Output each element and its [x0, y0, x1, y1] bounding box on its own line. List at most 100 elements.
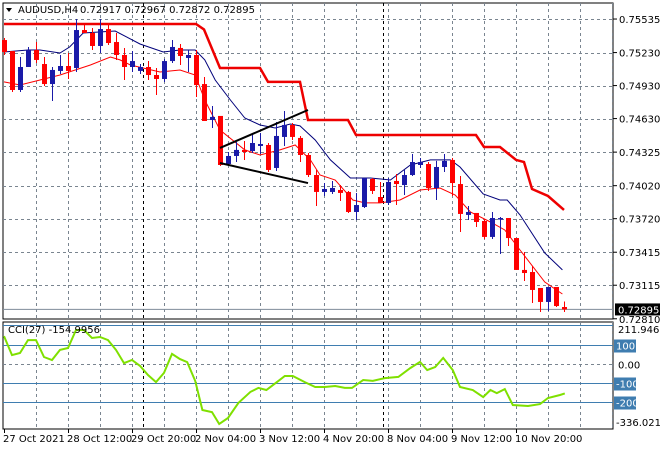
candle-body [562, 307, 567, 310]
cci-level-label: 0.00 [618, 361, 640, 372]
candle-body [338, 189, 343, 193]
price-axis-label: 0.72810 [619, 315, 660, 326]
trendline [219, 109, 309, 149]
cci-line [3, 329, 566, 426]
candle-body [18, 66, 23, 90]
candle-body [402, 175, 407, 186]
candle-bearish [522, 252, 527, 281]
candle-body [394, 180, 399, 185]
candle-bullish [498, 217, 503, 254]
candle-bearish [2, 37, 7, 55]
cci-level-box [614, 339, 636, 353]
candle-bearish [122, 47, 127, 80]
candle-body [242, 149, 247, 153]
candle-bullish [98, 19, 103, 54]
candle-bearish [10, 51, 15, 92]
candle-body [386, 181, 391, 203]
candle-bearish [114, 33, 119, 60]
candle-body [122, 55, 127, 67]
time-axis-label: 29 Oct 20:00 [131, 434, 196, 445]
price-axis-label: 0.74630 [619, 115, 660, 126]
price-axis-label: 0.75535 [619, 15, 660, 26]
candle-bullish [226, 152, 231, 165]
candle-body [322, 188, 327, 192]
candle-body [370, 178, 375, 191]
price-axis-label: 0.73415 [619, 248, 660, 259]
candle-body [490, 218, 495, 237]
candle-body [426, 164, 431, 188]
candle-body [418, 162, 423, 165]
candle-body [226, 155, 231, 165]
candle-body [298, 137, 303, 155]
candle-body [466, 211, 471, 215]
candle-body [498, 218, 503, 220]
time-axis-label: 27 Oct 2021 [3, 434, 65, 445]
candle-body [306, 154, 311, 176]
candle-bearish [562, 301, 567, 312]
candle-body [106, 29, 111, 44]
candle-body [458, 184, 463, 214]
candle-bearish [474, 212, 479, 228]
candle-bullish [362, 177, 367, 209]
symbol-label: AUDUSD,H4 [18, 5, 78, 16]
cci-max-label: 211.9463 [618, 325, 660, 336]
candle-bullish [402, 169, 407, 196]
candle-bearish [338, 185, 343, 201]
candle-bullish [466, 206, 471, 220]
current-price-box [615, 303, 660, 316]
candle-bearish [178, 44, 183, 66]
candle-body [234, 149, 239, 156]
candle-bearish [554, 286, 559, 308]
candle-body [506, 218, 511, 239]
cci-min-label: -336.0213 [616, 418, 660, 429]
candle-bearish [506, 218, 511, 246]
candle-bullish [258, 132, 263, 154]
candle-body [554, 286, 559, 307]
candle-bullish [26, 46, 31, 67]
candle-bullish [234, 142, 239, 163]
candle-bullish [434, 160, 439, 200]
candle-bearish [538, 287, 543, 312]
candle-bullish [162, 58, 167, 82]
candle-bearish [530, 265, 535, 303]
candle-bearish [458, 176, 463, 232]
candle-bearish [346, 190, 351, 213]
candle-body [514, 238, 519, 270]
candle-bearish [242, 141, 247, 160]
candle-body [290, 124, 295, 137]
candle-bullish [354, 192, 359, 220]
price-axis-label: 0.73115 [619, 281, 660, 292]
candle-body [530, 272, 535, 290]
time-axis-label: 9 Nov 12:00 [451, 434, 512, 445]
candle-body [26, 50, 31, 67]
candle-bearish [306, 153, 311, 177]
candle-bearish [146, 61, 151, 80]
candle-body [346, 191, 351, 212]
candle-bullish [138, 64, 143, 75]
candle-body [130, 61, 135, 67]
candle-body [10, 51, 15, 90]
time-axis-label: 8 Nov 04:00 [387, 434, 448, 445]
candle-body [194, 55, 199, 86]
candle-body [450, 159, 455, 184]
time-axis-label: 2 Nov 04:00 [195, 434, 256, 445]
candle-body [434, 166, 439, 188]
trendline [219, 162, 309, 185]
cci-level-label: -200 [616, 399, 639, 410]
candle-bullish [546, 286, 551, 311]
candle-body [58, 66, 63, 71]
candle-body [314, 175, 319, 192]
candle-body [474, 212, 479, 222]
candle-bearish [426, 162, 431, 191]
candle-body [354, 205, 359, 212]
candle-body [34, 50, 39, 60]
candle-body [362, 177, 367, 208]
cci-level-box [614, 396, 636, 410]
candle-bearish [290, 122, 295, 141]
candle-body [66, 66, 71, 71]
candle-bearish [42, 56, 47, 87]
candle-bearish [450, 157, 455, 197]
candle-bullish [250, 132, 255, 154]
candle-bearish [154, 67, 159, 96]
